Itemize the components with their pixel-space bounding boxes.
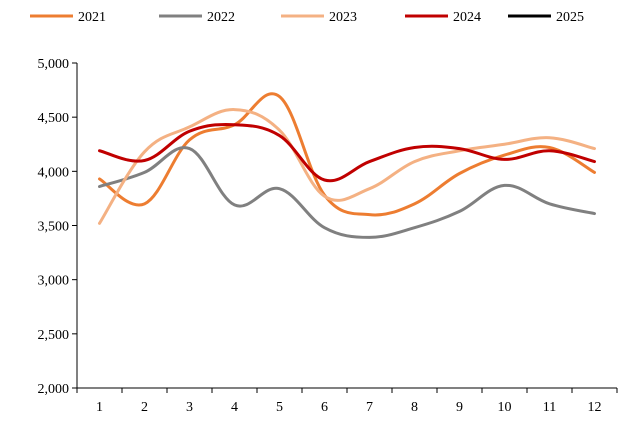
y-tick-label: 4,000 bbox=[38, 165, 70, 180]
x-tick-label: 9 bbox=[456, 400, 463, 415]
legend-label-2024: 2024 bbox=[453, 10, 481, 25]
y-tick-label: 3,500 bbox=[38, 220, 70, 235]
y-tick-label: 3,000 bbox=[38, 274, 70, 289]
x-tick-label: 6 bbox=[321, 400, 328, 415]
x-tick-label: 8 bbox=[411, 400, 418, 415]
x-tick-label: 11 bbox=[543, 400, 556, 415]
x-tick-label: 3 bbox=[186, 400, 193, 415]
y-tick-label: 5,000 bbox=[38, 57, 70, 72]
x-tick-label: 12 bbox=[588, 400, 602, 415]
series-line-2022 bbox=[98, 146, 596, 239]
series-layer bbox=[98, 92, 596, 239]
legend: 2021 2022 2023 2024 2025 bbox=[30, 10, 584, 25]
x-tick-label: 2 bbox=[141, 400, 148, 415]
y-tick-label: 2,000 bbox=[38, 382, 70, 397]
x-tick-label: 1 bbox=[96, 400, 103, 415]
legend-label-2021: 2021 bbox=[78, 10, 106, 25]
series-line-2024 bbox=[98, 123, 596, 183]
x-tick-label: 5 bbox=[276, 400, 283, 415]
x-tick-label: 10 bbox=[498, 400, 512, 415]
x-tick-label: 4 bbox=[231, 400, 238, 415]
legend-label-2023: 2023 bbox=[329, 10, 357, 25]
series-line-2021 bbox=[98, 92, 596, 217]
legend-label-2025: 2025 bbox=[556, 10, 584, 25]
legend-label-2022: 2022 bbox=[207, 10, 235, 25]
y-tick-label: 2,500 bbox=[38, 328, 70, 343]
y-tick-label: 4,500 bbox=[38, 111, 70, 126]
x-tick-label: 7 bbox=[366, 400, 373, 415]
series-line-2023 bbox=[98, 108, 596, 225]
